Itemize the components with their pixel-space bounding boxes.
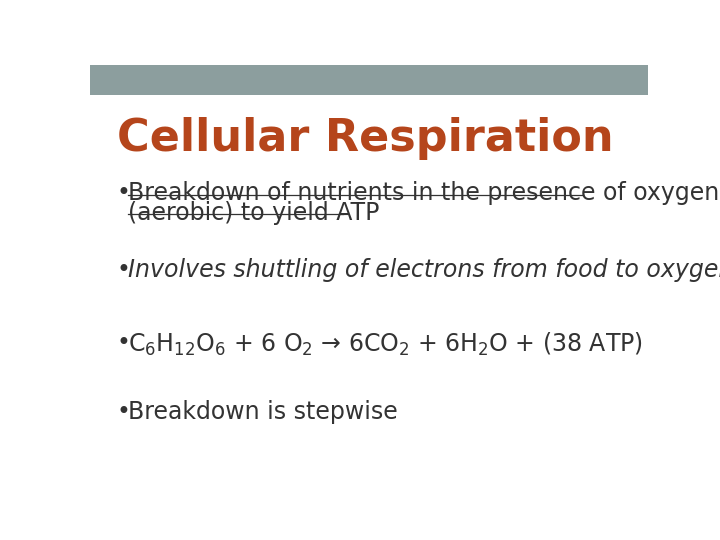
Text: Involves shuttling of electrons from food to oxygen: Involves shuttling of electrons from foo… bbox=[128, 258, 720, 282]
Text: •: • bbox=[117, 331, 130, 355]
Text: Cellular Respiration: Cellular Respiration bbox=[117, 117, 613, 160]
Text: •: • bbox=[117, 400, 130, 423]
Text: (aerobic) to yield ATP: (aerobic) to yield ATP bbox=[128, 201, 379, 225]
Text: Breakdown is stepwise: Breakdown is stepwise bbox=[128, 400, 397, 423]
Text: •: • bbox=[117, 258, 130, 282]
Text: •: • bbox=[117, 181, 130, 205]
FancyBboxPatch shape bbox=[90, 65, 648, 94]
Text: Breakdown of nutrients in the presence of oxygen: Breakdown of nutrients in the presence o… bbox=[128, 181, 719, 205]
Text: $\mathregular{C_6H_{12}O_6}$ + 6 $\mathregular{O_2}$ → 6$\mathregular{CO_2}$ + 6: $\mathregular{C_6H_{12}O_6}$ + 6 $\mathr… bbox=[128, 331, 643, 358]
